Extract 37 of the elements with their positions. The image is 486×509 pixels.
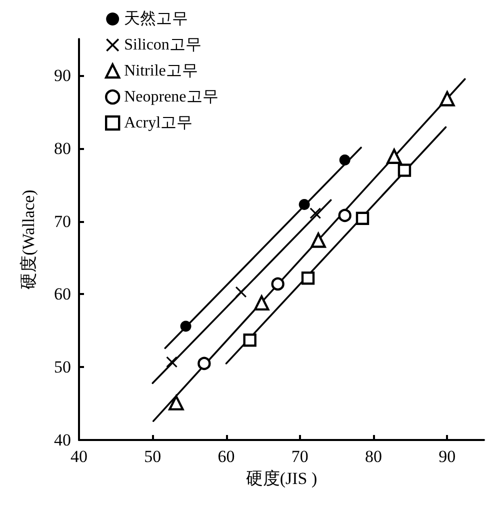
legend-label: Neoprene고무 <box>124 88 218 106</box>
point <box>254 295 270 311</box>
point <box>440 91 455 106</box>
y-tick-label: 80 <box>54 138 71 158</box>
point <box>243 334 256 347</box>
x-tick-label: 80 <box>365 447 382 466</box>
legend-label: 天然고무 <box>124 10 188 28</box>
y-tick-label: 70 <box>54 212 71 231</box>
x-axis-title: 硬度(JIS ) <box>246 469 318 488</box>
y-tick-label: 50 <box>54 358 71 377</box>
point <box>271 277 284 291</box>
point <box>166 356 178 368</box>
point <box>386 148 402 164</box>
legend-label: Acryl고무 <box>124 114 193 132</box>
x-tick-label: 60 <box>218 447 235 466</box>
legend-label: Nitrile고무 <box>124 62 198 80</box>
point <box>356 212 370 225</box>
y-tick-label: 60 <box>54 284 71 304</box>
point <box>168 395 184 410</box>
point <box>198 356 211 370</box>
x-tick-label: 70 <box>291 447 308 466</box>
point <box>298 199 310 210</box>
point <box>338 208 352 222</box>
point <box>310 208 321 219</box>
point <box>339 154 350 166</box>
y-tick-label: 90 <box>54 66 71 85</box>
point <box>398 164 412 177</box>
point <box>180 320 192 332</box>
point <box>301 272 315 285</box>
y-axis-title: 硬度(Wallace) <box>19 190 38 290</box>
legend-label: Silicon고무 <box>124 36 202 54</box>
x-tick-label: 50 <box>144 447 162 466</box>
y-tick-label: 40 <box>54 430 71 450</box>
x-tick-label: 90 <box>438 447 456 466</box>
point <box>236 286 246 298</box>
x-tick-label: 40 <box>70 447 88 466</box>
point <box>310 232 326 248</box>
